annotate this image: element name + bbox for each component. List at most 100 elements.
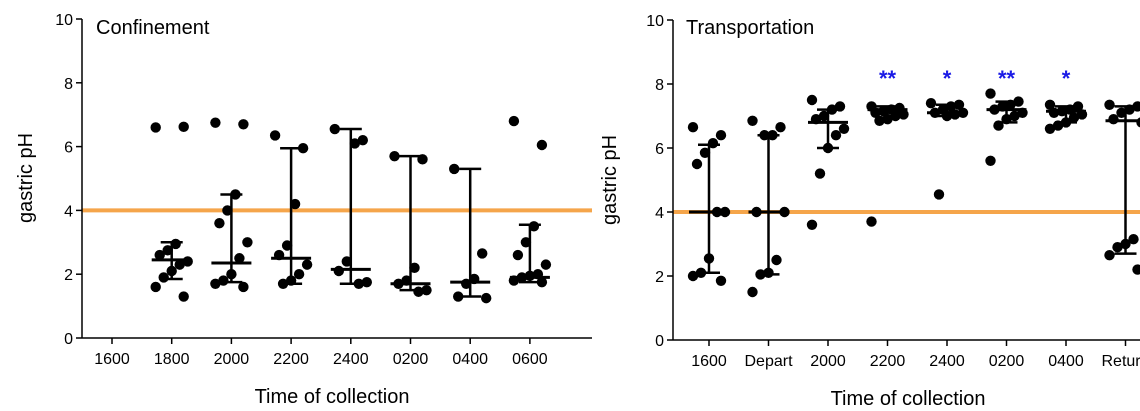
x-tick-label: 0400 (1048, 353, 1084, 370)
data-point (699, 147, 711, 158)
data-point (349, 138, 360, 149)
data-point (866, 216, 877, 227)
data-point (301, 259, 313, 270)
x-tick-label: 2400 (929, 353, 965, 370)
data-point (421, 284, 432, 296)
data-point (453, 291, 464, 302)
significance-marker: * (1062, 66, 1071, 91)
data-point (715, 130, 727, 141)
x-tick-label: 2000 (214, 351, 250, 368)
data-point (178, 291, 189, 302)
data-point (1104, 99, 1115, 111)
y-tick-label: 6 (655, 141, 664, 158)
data-point (830, 130, 842, 141)
data-point (806, 219, 818, 230)
data-point (210, 117, 221, 128)
data-point (771, 254, 782, 266)
x-axis-label: Time of collection (255, 386, 410, 408)
x-axis-label: Time of collection (831, 388, 986, 410)
data-point (238, 119, 249, 130)
y-tick-label: 4 (64, 203, 73, 220)
data-point (361, 276, 372, 288)
data-point (747, 115, 758, 127)
x-tick-label: 0400 (452, 351, 488, 368)
data-point (1013, 96, 1024, 107)
x-tick-label: 0200 (989, 353, 1025, 370)
y-tick-label: 2 (655, 269, 664, 286)
data-point (806, 94, 818, 106)
data-point (1104, 250, 1115, 261)
data-point (293, 269, 305, 280)
data-point (925, 98, 937, 109)
panel-title: Transportation (686, 17, 814, 39)
y-axis-label: gastric pH (15, 133, 37, 223)
data-point (222, 205, 233, 216)
data-point (449, 163, 460, 175)
data-point (178, 121, 189, 133)
data-point (953, 99, 965, 111)
data-point (341, 256, 352, 267)
x-tick-label: 0600 (512, 351, 548, 368)
data-point (242, 237, 253, 248)
data-point (985, 88, 996, 99)
x-tick-label: 1800 (154, 351, 190, 368)
plot-area: 0 2 4 6 8 10 1600 Depart 2000 2200 2400 0200 0400 Ret… (646, 13, 1140, 370)
data-point (775, 122, 786, 133)
data-point (158, 272, 169, 283)
data-point (174, 259, 185, 270)
x-tick-label: 1600 (94, 351, 130, 368)
y-tick-label: 0 (64, 331, 73, 348)
data-point (1009, 110, 1020, 122)
x-tick-label: 2200 (870, 353, 906, 370)
significance-marker: ** (998, 66, 1016, 91)
data-point (162, 245, 173, 256)
data-point (1044, 123, 1056, 134)
significance-marker: * (943, 66, 952, 91)
data-point (687, 270, 699, 282)
data-point (536, 139, 548, 151)
x-tick-label: 0200 (393, 351, 429, 368)
data-point (357, 135, 368, 146)
data-point (747, 286, 758, 298)
data-point (1128, 234, 1139, 245)
data-point (297, 142, 309, 154)
data-point (150, 281, 161, 293)
data-point (536, 276, 548, 288)
data-point (289, 198, 301, 210)
data-point (481, 292, 492, 304)
data-point (508, 115, 520, 127)
y-tick-label: 0 (655, 333, 664, 350)
y-tick-label: 2 (64, 267, 73, 284)
data-point (691, 158, 703, 170)
data-point (933, 189, 945, 200)
y-tick-label: 10 (55, 12, 73, 29)
y-tick-label: 6 (64, 140, 73, 157)
data-point (1044, 99, 1056, 111)
data-point (818, 110, 830, 122)
y-tick-label: 4 (655, 205, 664, 222)
data-point (1068, 112, 1080, 123)
data-point (1136, 117, 1140, 128)
data-point (150, 122, 161, 133)
data-point (687, 122, 699, 133)
data-point (1116, 107, 1127, 119)
data-point (1072, 101, 1084, 112)
data-point (520, 237, 532, 248)
data-point (898, 109, 909, 120)
x-tick-label: Depart (744, 353, 793, 370)
data-point (269, 130, 281, 141)
data-point (210, 278, 221, 289)
data-point (1108, 114, 1119, 125)
y-tick-label: 10 (646, 13, 664, 30)
data-point (409, 262, 420, 274)
confinement-panel: Confinement Time of collection gastric p… (15, 12, 592, 408)
y-tick-label: 8 (655, 77, 664, 94)
data-point (281, 240, 293, 251)
x-tick-label: Return (1101, 353, 1140, 370)
x-tick-label: 1600 (691, 353, 727, 370)
data-point (540, 259, 552, 270)
data-point (477, 248, 488, 259)
y-axis-label: gastric pH (599, 135, 621, 225)
data-point (838, 123, 850, 134)
data-point (814, 168, 826, 179)
